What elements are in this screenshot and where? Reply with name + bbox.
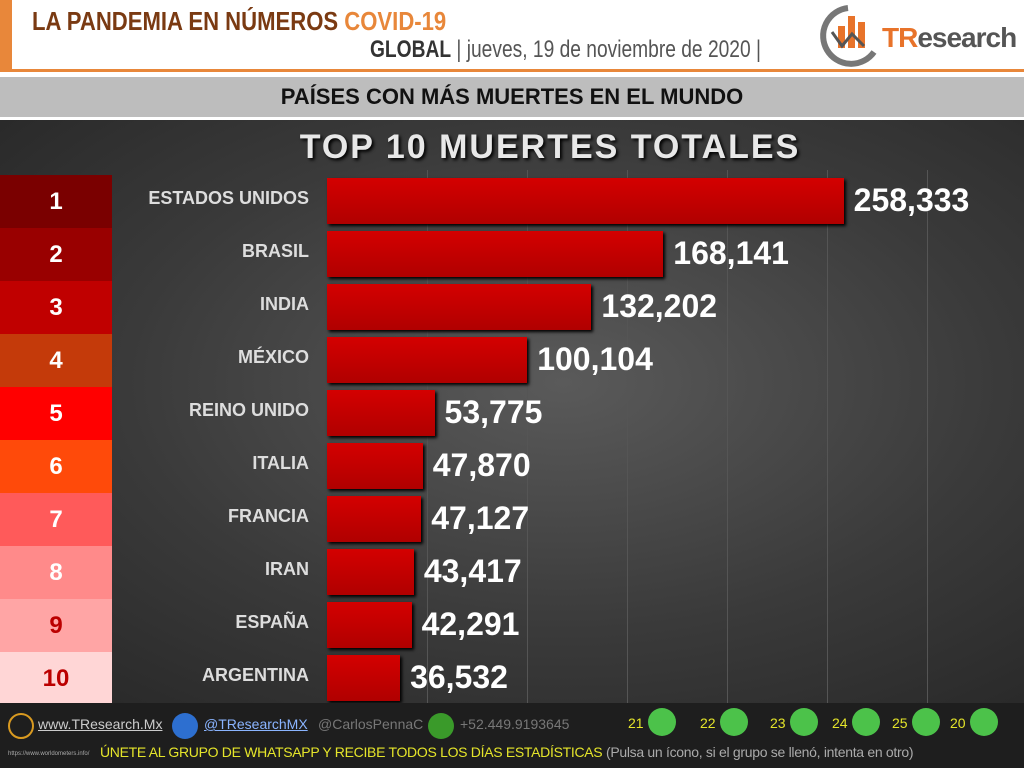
category-label: INDIA (260, 294, 309, 314)
bar (327, 655, 401, 701)
data-label: 36,532 (410, 659, 508, 695)
whatsapp-icon[interactable] (912, 708, 940, 736)
category-label: ITALIA (252, 453, 309, 473)
bar (327, 602, 412, 648)
tresearch-logo: TResearch (818, 2, 1024, 68)
category-label: FRANCIA (228, 506, 309, 526)
gridline (827, 170, 828, 703)
rank-badge: 5 (0, 387, 112, 440)
rank-badge: 1 (0, 175, 112, 228)
rank-badge: 7 (0, 493, 112, 546)
gridline (627, 170, 628, 703)
rank-badge: 10 (0, 652, 112, 705)
data-label: 42,291 (421, 606, 520, 642)
rank-badge: 2 (0, 228, 112, 281)
bar (327, 390, 435, 436)
logo-chart-icon (820, 5, 877, 67)
rank-badge: 4 (0, 334, 112, 387)
rank-badge: 6 (0, 440, 112, 493)
data-label: 132,202 (601, 288, 718, 324)
title-accent: COVID-19 (344, 6, 447, 36)
cta: ÚNETE AL GRUPO DE WHATSAPP Y RECIBE TODO… (100, 744, 603, 760)
twitter-icon (172, 713, 198, 739)
cta-note: (Pulsa un ícono, si el grupo se llenó, i… (605, 744, 914, 760)
bar (327, 178, 844, 224)
bar (327, 231, 664, 277)
accent-strip (0, 0, 12, 72)
cta-line: ÚNETE AL GRUPO DE WHATSAPP Y RECIBE TODO… (100, 744, 914, 760)
group-number: 23 (770, 715, 786, 731)
bar (327, 496, 422, 542)
globe-icon (8, 713, 34, 739)
section-title: PAÍSES CON MÁS MUERTES EN EL MUNDO (0, 77, 1024, 117)
whatsapp-icon[interactable] (790, 708, 818, 736)
bar (327, 549, 414, 595)
title-text: LA PANDEMIA EN NÚMEROS (32, 6, 339, 36)
category-label: ARGENTINA (202, 665, 309, 685)
data-label: 47,127 (431, 500, 530, 536)
group-number: 25 (892, 715, 908, 731)
bar (327, 337, 528, 383)
bar (327, 443, 423, 489)
data-label: 258,333 (853, 182, 970, 218)
rank-badge: 9 (0, 599, 112, 652)
group-number: 21 (628, 715, 644, 731)
phone-icon (428, 713, 454, 739)
data-label: 100,104 (537, 341, 653, 377)
whatsapp-icon[interactable] (720, 708, 748, 736)
handle: @CarlosPennaC (318, 716, 424, 732)
twitter-link[interactable]: @TResearchMX (204, 716, 308, 732)
gridline (727, 170, 728, 703)
header: LA PANDEMIA EN NÚMEROS COVID-19 GLOBAL |… (0, 0, 1024, 72)
phone: +52.449.9193645 (460, 716, 570, 732)
whatsapp-icon[interactable] (648, 708, 676, 736)
subtitle: GLOBAL | jueves, 19 de noviembre de 2020… (370, 36, 761, 63)
website-link[interactable]: www.TResearch.Mx (38, 716, 163, 732)
rank-badge: 3 (0, 281, 112, 334)
data-label: 53,775 (444, 394, 543, 430)
gridline (427, 170, 428, 703)
category-label: MÉXICO (237, 347, 309, 367)
page-title: LA PANDEMIA EN NÚMEROS COVID-19 (32, 6, 446, 37)
footer: www.TResearch.Mx @TResearchMX @CarlosPen… (0, 703, 1024, 768)
bar (327, 284, 592, 330)
category-label: ESPAÑA (235, 612, 309, 632)
source: https://www.worldometers.info/ (8, 751, 90, 757)
whatsapp-icon[interactable] (970, 708, 998, 736)
data-label: 168,141 (673, 235, 789, 271)
category-label: ESTADOS UNIDOS (148, 188, 309, 208)
group-number: 24 (832, 715, 848, 731)
region: GLOBAL (370, 36, 452, 63)
rank-badge: 8 (0, 546, 112, 599)
whatsapp-icon[interactable] (852, 708, 880, 736)
gridline (927, 170, 928, 703)
date: jueves, 19 de noviembre de 2020 (466, 36, 751, 63)
data-label: 47,870 (432, 447, 531, 483)
data-label: 43,417 (423, 553, 522, 589)
category-label: REINO UNIDO (188, 400, 309, 420)
group-number: 22 (700, 715, 716, 731)
chart-title: TOP 10 MUERTES TOTALES (299, 128, 801, 166)
category-label: BRASIL (242, 241, 309, 261)
category-label: IRAN (265, 559, 309, 579)
chart: TOP 10 MUERTES TOTALES 1 ESTADOS UNIDOS … (0, 120, 1024, 705)
gridline (527, 170, 528, 703)
group-number: 20 (950, 715, 966, 731)
